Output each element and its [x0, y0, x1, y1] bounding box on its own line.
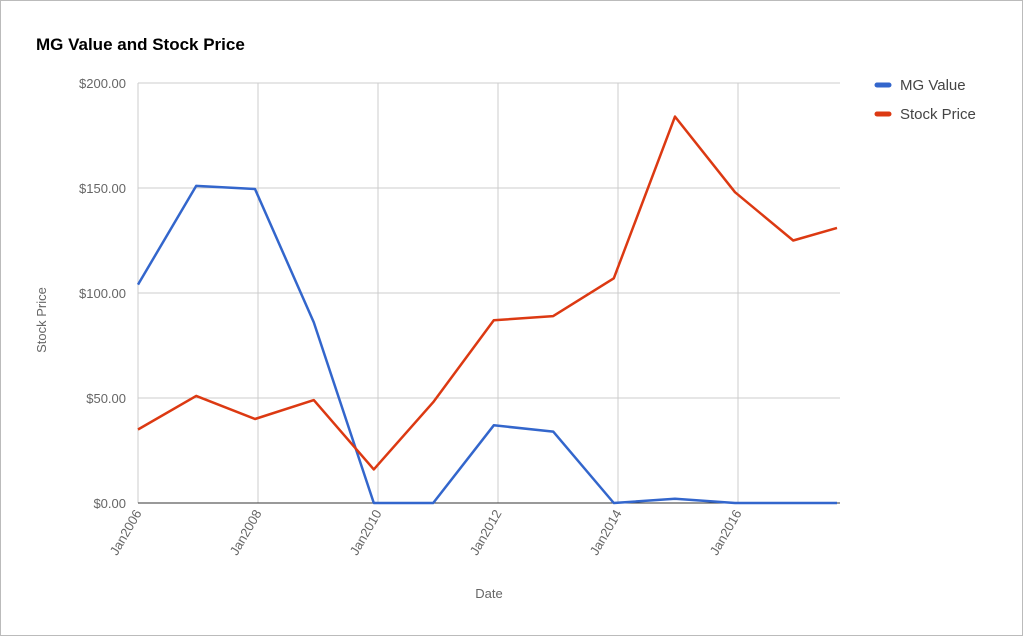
legend-label: Stock Price — [900, 106, 976, 123]
x-axis-label: Date — [475, 586, 502, 601]
y-axis-label: Stock Price — [34, 287, 49, 353]
legend-label: MG Value — [900, 77, 966, 94]
y-tick-label: $200.00 — [79, 76, 126, 91]
chart-title: MG Value and Stock Price — [36, 35, 245, 54]
y-tick-label: $150.00 — [79, 181, 126, 196]
y-tick-label: $50.00 — [86, 391, 126, 406]
series-line — [137, 115, 838, 471]
y-tick-label: $100.00 — [79, 286, 126, 301]
series-line — [136, 184, 837, 505]
y-tick-label: $0.00 — [93, 496, 126, 511]
